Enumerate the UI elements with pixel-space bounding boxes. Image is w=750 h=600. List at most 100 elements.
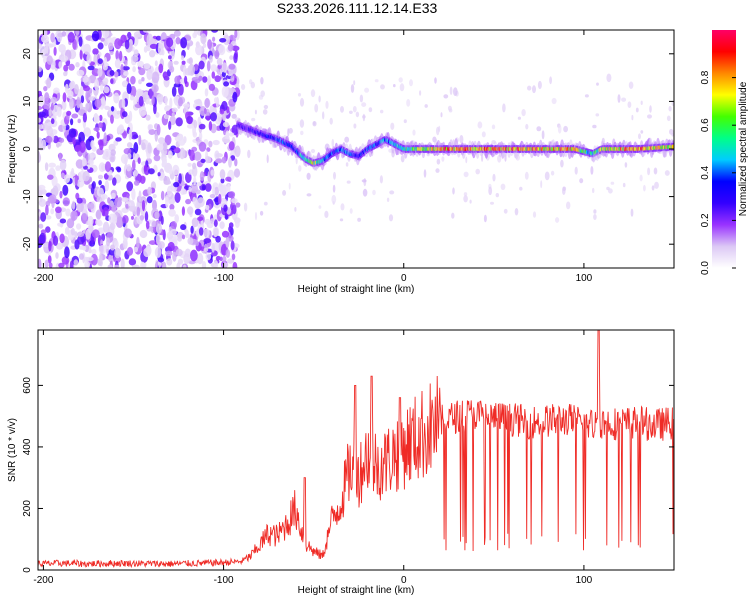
noise-blob bbox=[133, 31, 142, 38]
faint-blob bbox=[368, 107, 373, 113]
noise-blob bbox=[181, 234, 186, 240]
noise-blob bbox=[151, 220, 157, 228]
faint-blob bbox=[562, 186, 567, 192]
faint-blob bbox=[463, 192, 468, 197]
noise-blob bbox=[193, 176, 197, 186]
faint-blob bbox=[299, 119, 305, 128]
noise-blob bbox=[195, 240, 200, 247]
noise-blob bbox=[204, 204, 210, 210]
noise-blob bbox=[87, 65, 95, 71]
noise-blob bbox=[205, 183, 212, 192]
faint-blob bbox=[349, 110, 353, 115]
faint-blob bbox=[475, 168, 481, 175]
noise-blob bbox=[112, 213, 118, 225]
noise-blob bbox=[235, 202, 241, 208]
noise-blob bbox=[76, 231, 85, 238]
noise-blob bbox=[138, 67, 146, 76]
noise-blob bbox=[57, 222, 64, 227]
spectrogram-x-tick-label: 100 bbox=[576, 273, 593, 284]
noise-blob bbox=[225, 237, 230, 248]
noise-blob bbox=[215, 153, 223, 158]
noise-blob bbox=[211, 30, 219, 33]
noise-blob bbox=[101, 233, 106, 242]
noise-blob bbox=[128, 128, 133, 141]
faint-blob bbox=[266, 154, 269, 164]
spectrogram-y-tick-label: -10 bbox=[22, 189, 33, 204]
faint-blob bbox=[608, 188, 613, 194]
noise-blob bbox=[121, 111, 128, 118]
noise-blob bbox=[188, 186, 192, 192]
noise-blob bbox=[87, 215, 94, 227]
noise-blob bbox=[108, 143, 116, 152]
noise-blob bbox=[111, 192, 116, 199]
noise-blob bbox=[93, 114, 100, 124]
noise-blob bbox=[114, 58, 121, 69]
noise-blob bbox=[174, 192, 181, 204]
faint-blob bbox=[380, 109, 384, 114]
noise-blob bbox=[143, 46, 148, 53]
noise-blob bbox=[137, 90, 144, 97]
noise-blob bbox=[45, 135, 53, 144]
noise-blob bbox=[168, 199, 173, 205]
noise-blob bbox=[164, 114, 169, 120]
noise-blob bbox=[84, 261, 91, 268]
noise-blob bbox=[204, 218, 211, 225]
noise-blob bbox=[92, 48, 99, 55]
spectrogram-x-tick-label: -200 bbox=[33, 273, 53, 284]
noise-blob bbox=[136, 206, 141, 217]
noise-blob bbox=[58, 152, 62, 162]
snr-y-tick-label: 200 bbox=[22, 500, 33, 517]
noise-blob bbox=[96, 148, 104, 156]
noise-blob bbox=[110, 114, 114, 124]
faint-blob bbox=[333, 171, 336, 180]
colorbar-tick-label: 0.4 bbox=[700, 165, 711, 179]
noise-blob bbox=[79, 140, 86, 153]
noise-blob bbox=[63, 71, 68, 77]
noise-blob bbox=[50, 118, 55, 125]
faint-blob bbox=[306, 193, 312, 197]
noise-blob bbox=[133, 180, 140, 186]
noise-blob bbox=[187, 162, 192, 167]
noise-blob bbox=[169, 204, 175, 210]
noise-blob bbox=[123, 71, 129, 76]
noise-blob bbox=[44, 162, 49, 172]
faint-blob bbox=[314, 103, 319, 113]
noise-blob bbox=[138, 190, 142, 203]
faint-blob bbox=[436, 158, 441, 165]
noise-blob bbox=[57, 106, 62, 118]
faint-blob bbox=[451, 212, 455, 219]
noise-blob bbox=[212, 139, 220, 146]
noise-blob bbox=[78, 36, 83, 47]
noise-blob bbox=[44, 259, 49, 268]
noise-blob bbox=[160, 215, 164, 225]
track-peak bbox=[671, 144, 674, 149]
noise-blob bbox=[175, 248, 183, 257]
noise-blob bbox=[48, 240, 52, 252]
noise-blob bbox=[212, 36, 216, 42]
noise-blob bbox=[175, 117, 183, 127]
noise-blob bbox=[193, 151, 202, 161]
noise-blob bbox=[154, 211, 160, 220]
noise-blob bbox=[65, 83, 69, 94]
noise-blob bbox=[44, 92, 50, 102]
noise-blob bbox=[55, 252, 59, 259]
noise-blob bbox=[124, 59, 128, 67]
colorbar-label: Normalized spectral amplitude bbox=[738, 81, 749, 216]
faint-blob bbox=[490, 201, 494, 205]
noise-blob bbox=[213, 260, 219, 268]
noise-blob bbox=[38, 123, 44, 130]
faint-blob bbox=[322, 111, 325, 120]
noise-blob bbox=[172, 164, 180, 176]
faint-blob bbox=[592, 124, 597, 129]
noise-blob bbox=[115, 137, 122, 142]
noise-blob bbox=[61, 256, 70, 265]
faint-blob bbox=[241, 84, 246, 90]
noise-blob bbox=[194, 63, 199, 71]
noise-blob bbox=[193, 99, 202, 105]
faint-blob bbox=[643, 184, 646, 192]
noise-blob bbox=[59, 218, 67, 224]
noise-blob bbox=[74, 231, 78, 239]
noise-blob bbox=[208, 83, 216, 91]
noise-blob bbox=[197, 197, 205, 208]
noise-blob bbox=[208, 140, 213, 148]
